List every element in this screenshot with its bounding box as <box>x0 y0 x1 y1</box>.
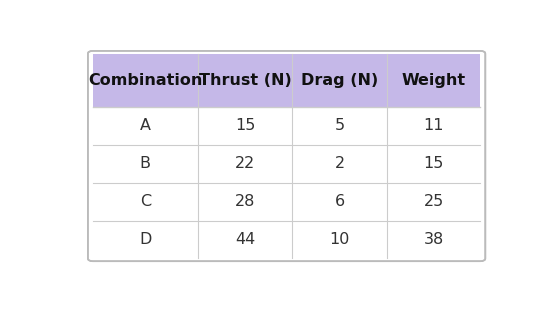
Text: 28: 28 <box>235 194 255 209</box>
Text: 6: 6 <box>335 194 345 209</box>
Text: 5: 5 <box>335 118 345 133</box>
Text: Thrust (N): Thrust (N) <box>199 73 291 88</box>
Text: 22: 22 <box>235 156 255 171</box>
FancyBboxPatch shape <box>88 51 485 261</box>
Text: 15: 15 <box>235 118 255 133</box>
Bar <box>93 107 480 258</box>
Text: Drag (N): Drag (N) <box>301 73 379 88</box>
Text: 11: 11 <box>423 118 444 133</box>
Bar <box>93 54 480 107</box>
Text: C: C <box>140 194 151 209</box>
Text: 38: 38 <box>423 232 444 247</box>
Text: Combination: Combination <box>88 73 203 88</box>
Text: 2: 2 <box>335 156 345 171</box>
Text: 10: 10 <box>330 232 350 247</box>
Text: 44: 44 <box>235 232 255 247</box>
Text: D: D <box>139 232 152 247</box>
Text: B: B <box>140 156 151 171</box>
Text: 25: 25 <box>423 194 444 209</box>
Text: 15: 15 <box>423 156 444 171</box>
Text: Weight: Weight <box>402 73 466 88</box>
Text: A: A <box>140 118 151 133</box>
